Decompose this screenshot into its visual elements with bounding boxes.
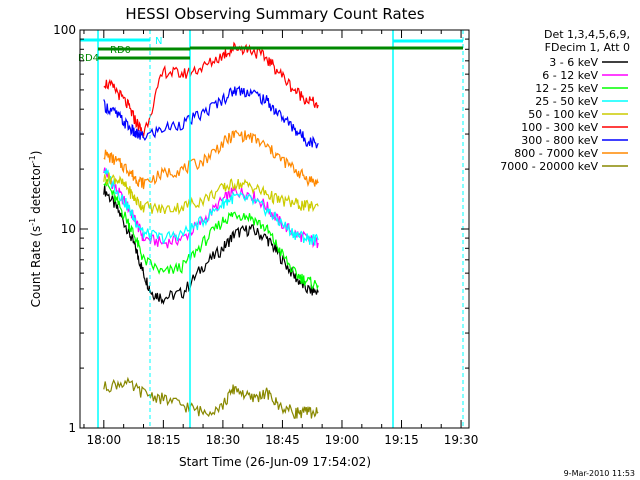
x-tick-label: 19:30 — [444, 433, 479, 447]
annotation-rd0-label: RD0 — [110, 45, 131, 56]
axes-layer: 18:00 18:15 18:30 18:45 19:00 19:15 19:30 1 10 10… — [53, 23, 478, 447]
y-tick-label: 100 — [53, 23, 76, 37]
x-tick-label: 18:15 — [146, 433, 181, 447]
series-line — [103, 179, 319, 291]
x-tick-label: 18:30 — [206, 433, 241, 447]
series-line — [103, 85, 319, 149]
legend-entry-label: 25 - 50 keV — [535, 95, 598, 108]
footer-timestamp: 9-Mar-2010 11:53 — [564, 469, 635, 478]
legend-entry-label: 300 - 800 keV — [521, 134, 598, 147]
x-tick-label: 19:15 — [384, 433, 419, 447]
series-line — [103, 167, 319, 249]
annotation-rd4-label: RD4 — [78, 53, 99, 64]
legend-entry-label: 12 - 25 keV — [535, 82, 598, 95]
legend-header-line-2: FDecim 1, Att 0 — [545, 41, 630, 54]
x-tick-label: 19:00 — [325, 433, 360, 447]
overlay-layer: N RD0 RD4 — [78, 30, 464, 428]
legend: Det 1,3,4,5,6,9, FDecim 1, Att 0 3 - 6 k… — [500, 28, 630, 173]
y-axis-label: Count Rate (s-1 detector-1) — [28, 151, 43, 308]
legend-header-line-1: Det 1,3,4,5,6,9, — [544, 28, 630, 41]
legend-entry-label: 7000 - 20000 keV — [500, 160, 598, 173]
legend-entry-label: 100 - 300 keV — [521, 121, 598, 134]
legend-entry-label: 800 - 7000 keV — [514, 147, 598, 160]
x-axis-label: Start Time (26-Jun-09 17:54:02) — [179, 455, 371, 469]
series-line — [103, 172, 319, 216]
y-tick-label: 1 — [68, 421, 76, 435]
y-tick-label: 10 — [61, 222, 76, 236]
legend-entry-label: 3 - 6 keV — [549, 56, 598, 69]
series-line — [103, 376, 319, 419]
series-line — [103, 168, 319, 246]
x-tick-label: 18:45 — [265, 433, 300, 447]
x-tick-label: 18:00 — [87, 433, 122, 447]
chart-title: HESSI Observing Summary Count Rates — [125, 5, 424, 23]
series-line — [103, 41, 319, 137]
series-layer — [103, 41, 319, 419]
legend-entry-label: 50 - 100 keV — [528, 108, 598, 121]
annotation-n-label: N — [155, 36, 162, 47]
series-line — [103, 129, 319, 190]
legend-entry-label: 6 - 12 keV — [542, 69, 598, 82]
